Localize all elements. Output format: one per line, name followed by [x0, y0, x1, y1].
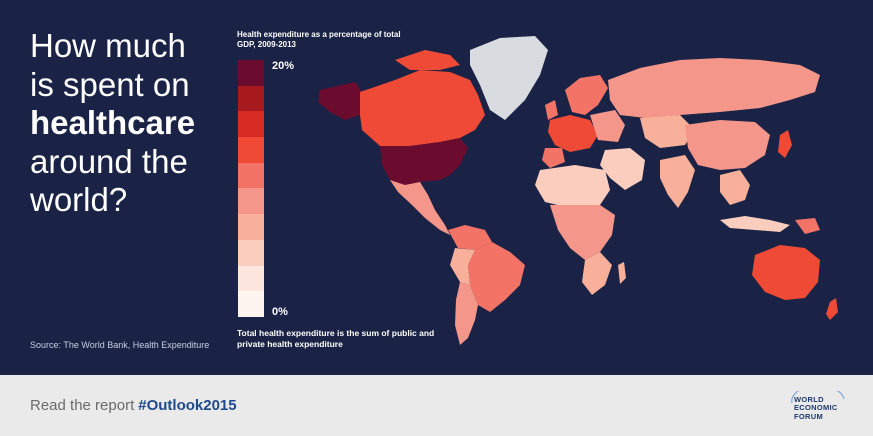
region-southern-africa	[582, 252, 612, 295]
headline-line-3: healthcare	[30, 104, 196, 141]
legend-swatch-9	[238, 265, 264, 292]
wef-logo: WORLD ECONOMIC FORUM	[788, 391, 848, 423]
region-western-europe	[548, 115, 598, 152]
legend-swatch-2	[238, 85, 264, 112]
footer-bar: Read the report #Outlook2015 WORLD ECONOM…	[0, 375, 873, 436]
definition-note: Total health expenditure is the sum of p…	[237, 328, 435, 349]
headline: How much is spent on healthcare around t…	[30, 27, 195, 220]
region-india	[660, 155, 695, 208]
region-middle-east	[600, 148, 645, 190]
read-report-link[interactable]: Read the report #Outlook2015	[30, 397, 237, 414]
region-canadian-islands	[395, 50, 460, 70]
wef-logo-line2: ECONOMIC	[794, 403, 838, 413]
legend-swatch-5	[238, 162, 264, 189]
region-peru-bolivia	[450, 248, 475, 285]
legend-swatch-6	[238, 188, 264, 215]
region-australia	[752, 245, 820, 300]
headline-line-4: around the	[30, 142, 188, 180]
source-note: Source: The World Bank, Health Expenditu…	[30, 340, 210, 350]
legend-swatch-3	[238, 111, 264, 138]
legend-swatch-7	[238, 214, 264, 240]
region-uk	[545, 100, 558, 120]
legend-swatch-10	[238, 291, 264, 317]
headline-line-1: How much	[30, 27, 186, 64]
region-china	[685, 120, 770, 170]
region-north-africa	[535, 165, 610, 208]
region-southeast-asia	[720, 170, 750, 205]
cta-text: Read the report	[30, 397, 135, 414]
region-papua	[795, 218, 820, 234]
headline-line-5: world?	[30, 181, 128, 218]
region-colombia-venezuela	[448, 225, 492, 250]
wef-logo-line1: WORLD	[794, 395, 824, 404]
world-choropleth-map	[318, 36, 838, 345]
region-argentina-chile	[455, 282, 478, 345]
region-mexico	[390, 180, 450, 235]
legend-max-label: 20%	[272, 60, 295, 72]
region-indonesia	[720, 216, 790, 232]
region-greenland	[470, 36, 548, 120]
region-madagascar	[618, 262, 626, 284]
legend-title: Health expenditure as a percentage of to…	[237, 30, 401, 49]
headline-line-2: is spent on	[30, 65, 190, 103]
legend-min-label: 0%	[272, 306, 288, 318]
wef-logo-line3: FORUM	[794, 411, 823, 421]
legend-swatch-8	[238, 239, 264, 266]
region-alaska	[318, 82, 362, 120]
region-russia	[608, 58, 820, 118]
region-usa	[380, 138, 468, 185]
legend-swatch-4	[238, 137, 264, 163]
region-iberia	[542, 148, 565, 168]
legend-swatch-1	[238, 60, 264, 86]
region-brazil	[468, 242, 525, 312]
wef-logo-arc-icon	[791, 391, 845, 404]
region-eastern-europe	[590, 110, 625, 142]
infographic-panel: How much is spent on healthcare around t…	[30, 27, 838, 350]
region-new-zealand	[826, 298, 838, 320]
region-central-africa	[550, 205, 615, 260]
region-central-asia	[640, 115, 695, 148]
region-japan	[778, 130, 792, 158]
hashtag-link[interactable]: #Outlook2015	[138, 397, 237, 414]
color-scale-legend	[238, 60, 264, 317]
region-canada	[360, 70, 485, 146]
region-scandinavia	[565, 75, 608, 115]
